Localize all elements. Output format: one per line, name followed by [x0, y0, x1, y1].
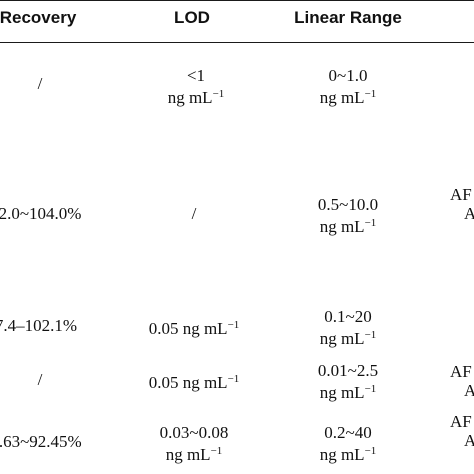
range-value: 0.2~40	[324, 423, 372, 442]
unit-exponent: −1	[212, 88, 225, 100]
truncated-cell: AF A	[450, 412, 474, 450]
lod-value: <1	[186, 66, 206, 85]
unit-text: ng mL	[319, 383, 365, 402]
unit-exponent: −1	[364, 445, 377, 457]
range-unit: ng mL−1	[320, 85, 377, 107]
range-value: 0~1.0	[328, 66, 368, 85]
unit-text: ng mL	[319, 329, 365, 348]
lod-cell: 0.05 ng mL−1	[149, 370, 240, 392]
range-value: 0.5~10.0	[317, 195, 379, 214]
unit-text: ng mL	[165, 445, 211, 464]
truncated-line-2: A	[464, 204, 474, 223]
unit-text: ng mL	[319, 88, 365, 107]
table-header-rule	[0, 42, 474, 43]
lod-value: 0.03~0.08	[159, 423, 229, 442]
lod-value: 0.05 ng mL	[148, 319, 228, 338]
truncated-line-2: A	[464, 431, 474, 450]
truncated-line-1: AF	[450, 185, 472, 204]
linear-range-cell: 0~1.0 ng mL−1	[320, 66, 377, 107]
header-lod: LOD	[174, 8, 210, 27]
lod-unit: ng mL−1	[168, 85, 225, 107]
lod-cell: <1 ng mL−1	[168, 66, 225, 107]
linear-range-cell: 0.5~10.0 ng mL−1	[318, 195, 378, 236]
recovery-cell: 2.0~104.0%	[0, 204, 82, 223]
unit-exponent: −1	[210, 445, 223, 457]
truncated-cell: AF A	[450, 362, 474, 400]
recovery-cell: /	[37, 370, 43, 389]
unit-exponent: −1	[364, 88, 377, 100]
truncated-line-1: AF	[450, 362, 472, 381]
unit-text: ng mL	[319, 445, 365, 464]
lod-cell: 0.05 ng mL−1	[149, 316, 240, 338]
unit-exponent: −1	[364, 217, 377, 229]
linear-range-cell: 0.1~20 ng mL−1	[320, 307, 377, 348]
range-value: 0.1~20	[324, 307, 372, 326]
table-top-rule	[0, 0, 474, 1]
truncated-cell: AF A	[450, 185, 474, 223]
lod-value: 0.05 ng mL	[148, 373, 228, 392]
lod-cell: /	[191, 204, 197, 223]
range-value: 0.01~2.5	[317, 361, 379, 380]
lod-unit: ng mL−1	[160, 442, 229, 464]
range-unit: ng mL−1	[318, 380, 378, 402]
unit-exponent: −1	[227, 319, 240, 331]
unit-exponent: −1	[364, 383, 377, 395]
header-recovery: Recovery	[0, 8, 77, 27]
header-linear-range: Linear Range	[294, 8, 402, 27]
range-unit: ng mL−1	[318, 214, 378, 236]
unit-text: ng mL	[167, 88, 213, 107]
truncated-line-1: AF	[450, 412, 472, 431]
truncated-line-2: A	[464, 381, 474, 400]
recovery-cell: /	[37, 74, 43, 93]
recovery-cell: 7.4–102.1%	[0, 316, 78, 335]
linear-range-cell: 0.01~2.5 ng mL−1	[318, 361, 378, 402]
unit-exponent: −1	[227, 373, 240, 385]
range-unit: ng mL−1	[320, 442, 377, 464]
range-unit: ng mL−1	[320, 326, 377, 348]
unit-exponent: −1	[364, 329, 377, 341]
recovery-cell: 5.63~92.45%	[0, 432, 82, 451]
unit-text: ng mL	[319, 217, 365, 236]
linear-range-cell: 0.2~40 ng mL−1	[320, 423, 377, 464]
lod-cell: 0.03~0.08 ng mL−1	[160, 423, 229, 464]
